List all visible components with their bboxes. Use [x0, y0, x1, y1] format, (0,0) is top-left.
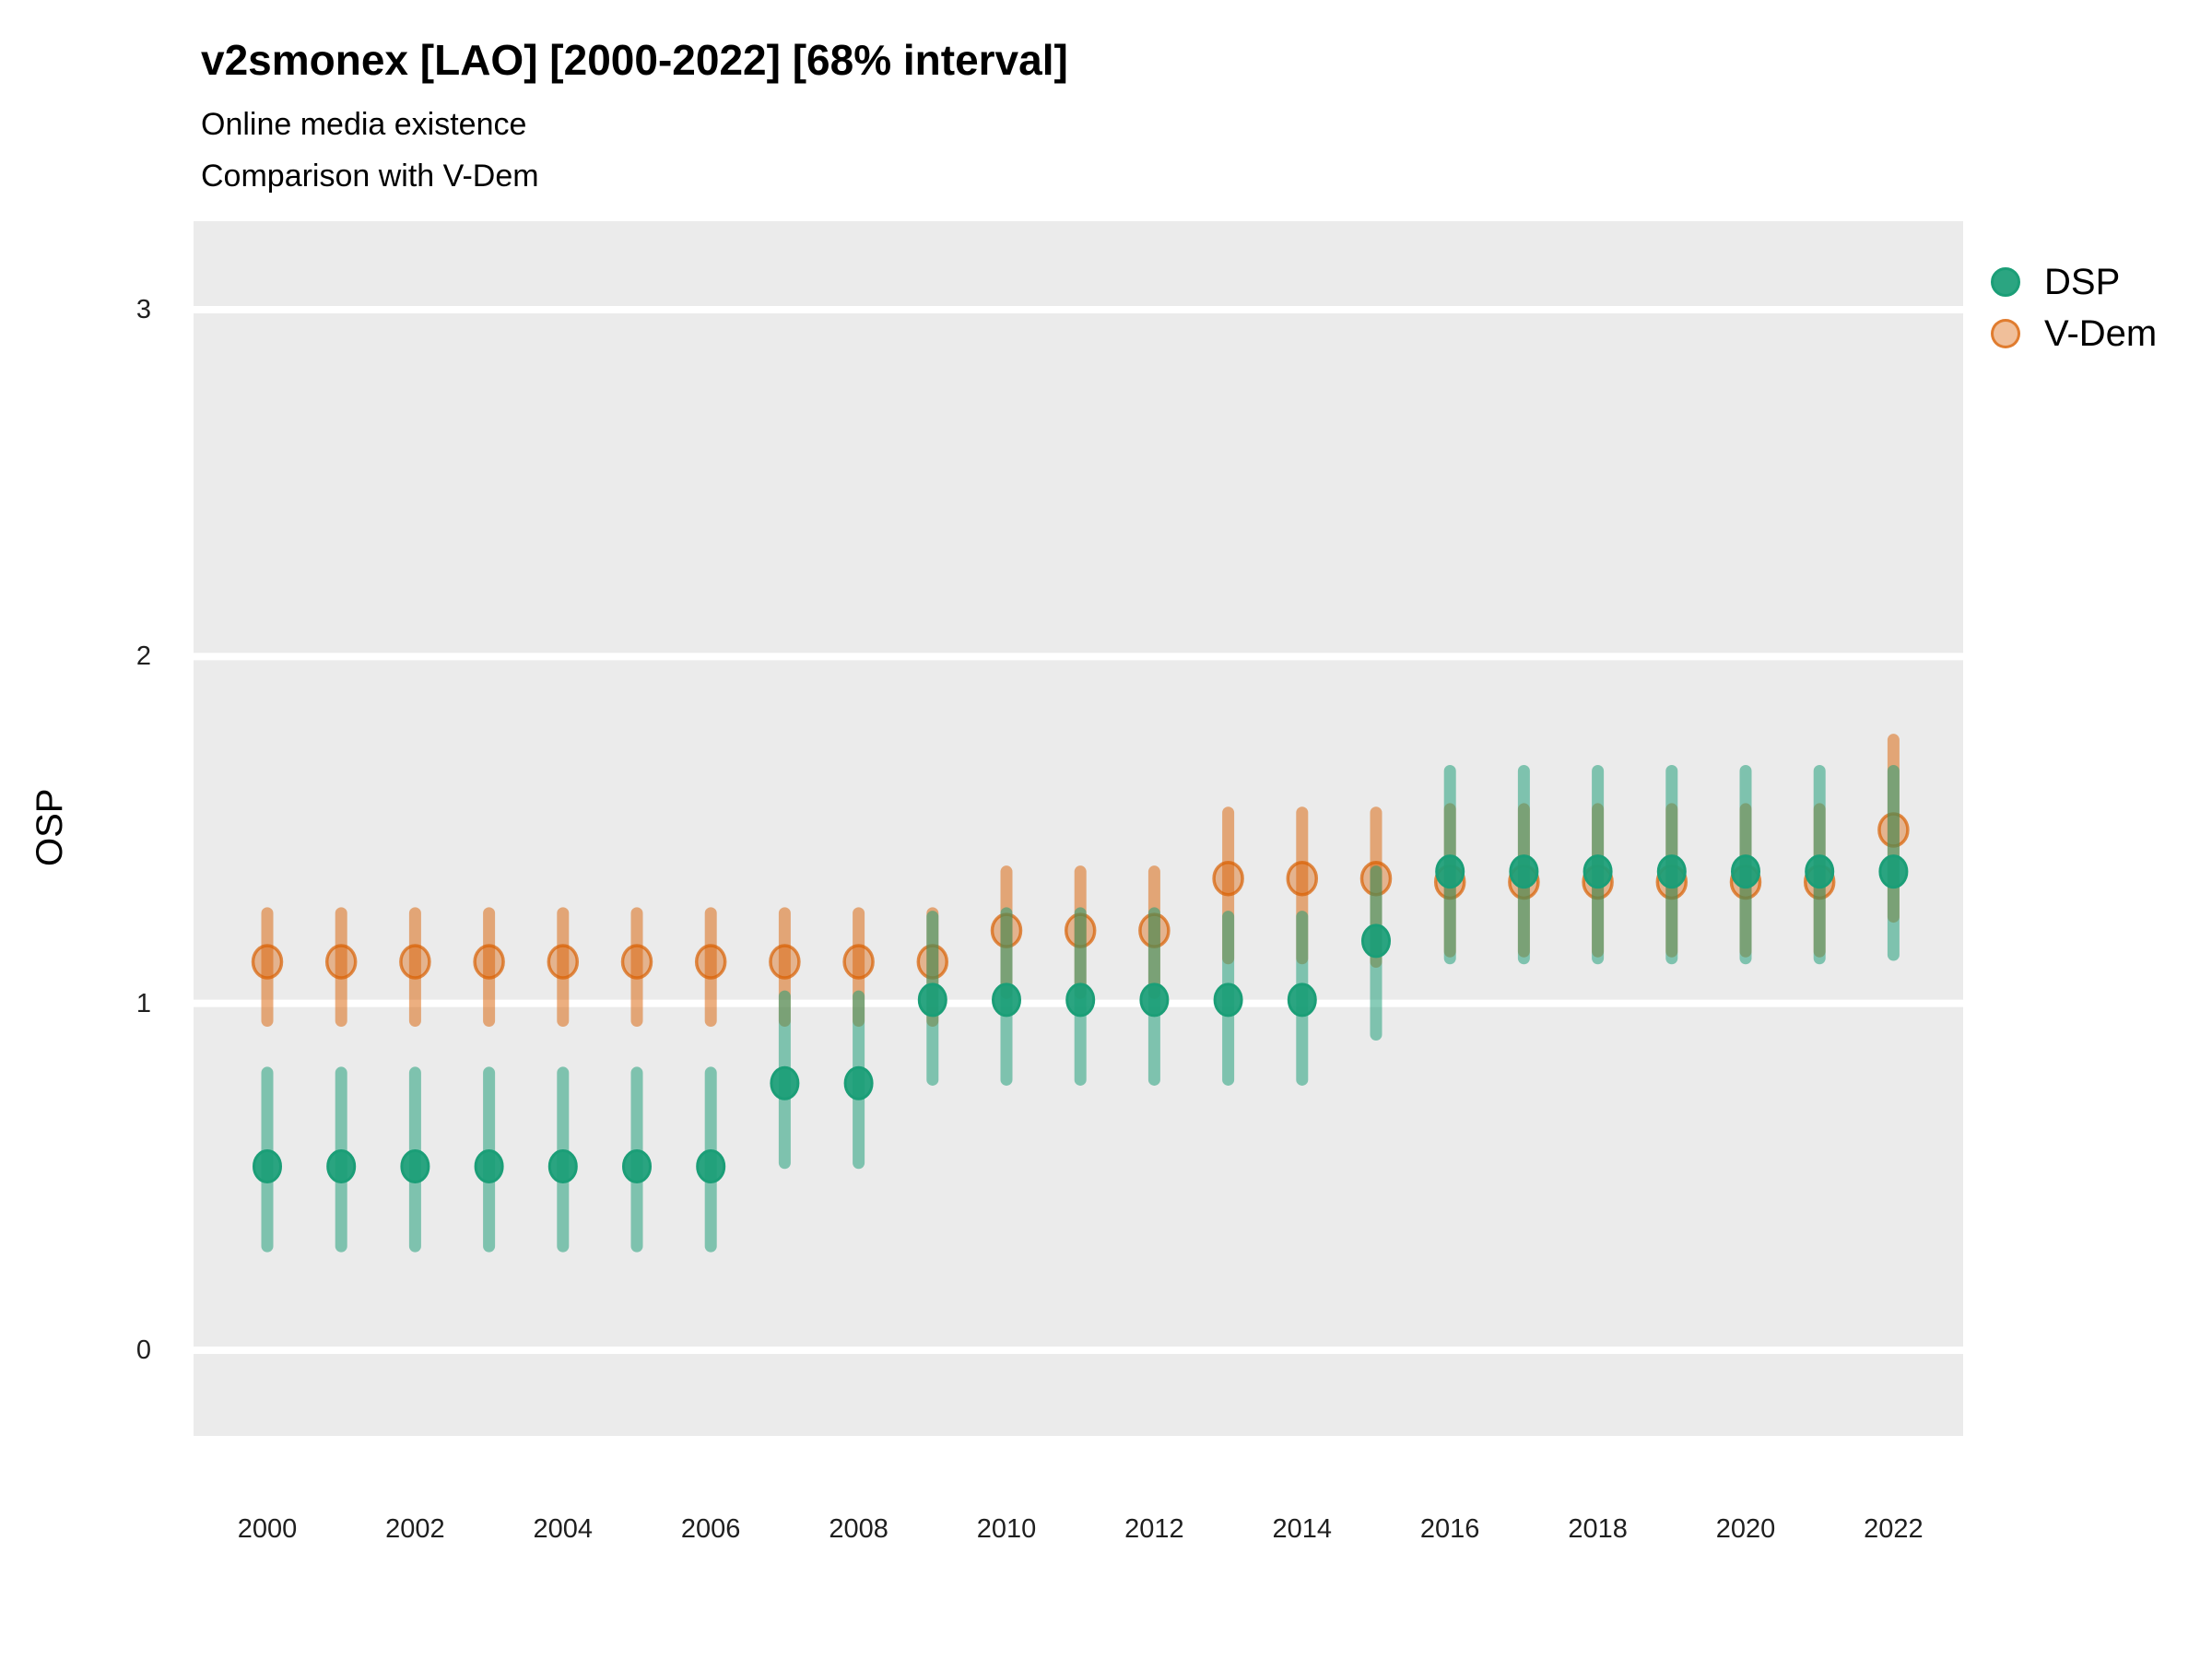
y-tick-label-2: 2	[135, 641, 151, 672]
chart-title: v2smonex [LAO] [2000-2022] [68% interval…	[201, 36, 1068, 84]
point-dsp-2014	[1287, 982, 1317, 1018]
point-dsp-2016	[1435, 854, 1465, 889]
x-tick-label-2020: 2020	[1715, 1514, 1776, 1544]
point-dsp-2000	[253, 1149, 282, 1184]
point-dsp-2022	[1878, 854, 1909, 889]
x-tick-label-2016: 2016	[1419, 1514, 1480, 1544]
point-dsp-2015	[1361, 924, 1391, 959]
point-dsp-2020	[1731, 854, 1760, 889]
point-dsp-2006	[696, 1149, 726, 1184]
y-tick-label-3: 3	[135, 295, 151, 324]
x-tick-label-2006: 2006	[680, 1514, 741, 1544]
point-dsp-2013	[1213, 982, 1243, 1018]
point-dsp-2017	[1509, 854, 1539, 889]
point-dsp-2009	[917, 982, 947, 1018]
dsp-point-icon	[1991, 267, 2020, 297]
chart-subtitle-line2: Comparison with V-Dem	[201, 159, 539, 194]
legend-label-dsp: DSP	[2044, 261, 2121, 302]
gridline-y-0	[194, 1347, 1963, 1354]
x-tick-label-2004: 2004	[533, 1514, 594, 1544]
legend: DSP V-Dem	[1991, 256, 2212, 359]
x-tick-label-2014: 2014	[1272, 1514, 1333, 1544]
point-dsp-2007	[770, 1065, 800, 1100]
point-dsp-2004	[547, 1149, 578, 1184]
y-axis-title: OSP	[29, 788, 70, 866]
x-tick-label-2002: 2002	[385, 1514, 445, 1544]
legend-label-vdem: V-Dem	[2044, 312, 2158, 354]
legend-item-vdem: V-Dem	[1991, 308, 2212, 359]
x-tick-label-2010: 2010	[976, 1514, 1037, 1544]
point-dsp-2008	[843, 1065, 874, 1100]
point-dsp-2001	[326, 1149, 357, 1184]
point-dsp-2002	[400, 1149, 430, 1184]
point-dsp-2019	[1656, 854, 1687, 889]
point-dsp-2010	[992, 982, 1021, 1018]
point-dsp-2018	[1583, 854, 1613, 889]
point-dsp-2011	[1065, 982, 1096, 1018]
point-dsp-2005	[622, 1149, 652, 1184]
gridline-y-2	[194, 653, 1963, 661]
x-tick-label-2022: 2022	[1864, 1514, 1924, 1544]
vdem-point-icon	[1991, 319, 2020, 348]
x-tick-label-2000: 2000	[237, 1514, 298, 1544]
x-tick-label-2012: 2012	[1124, 1514, 1184, 1544]
x-tick-label-2018: 2018	[1568, 1514, 1628, 1544]
y-tick-label-1: 1	[135, 988, 151, 1018]
point-dsp-2021	[1805, 854, 1835, 889]
point-dsp-2003	[474, 1149, 504, 1184]
plot-panel	[194, 221, 1963, 1436]
y-tick-label-0: 0	[135, 1335, 151, 1365]
chart-subtitle-line1: Online media existence	[201, 107, 527, 142]
gridline-y-3	[194, 306, 1963, 314]
x-tick-label-2008: 2008	[829, 1514, 888, 1544]
point-dsp-2012	[1139, 982, 1170, 1018]
legend-item-dsp: DSP	[1991, 256, 2212, 308]
